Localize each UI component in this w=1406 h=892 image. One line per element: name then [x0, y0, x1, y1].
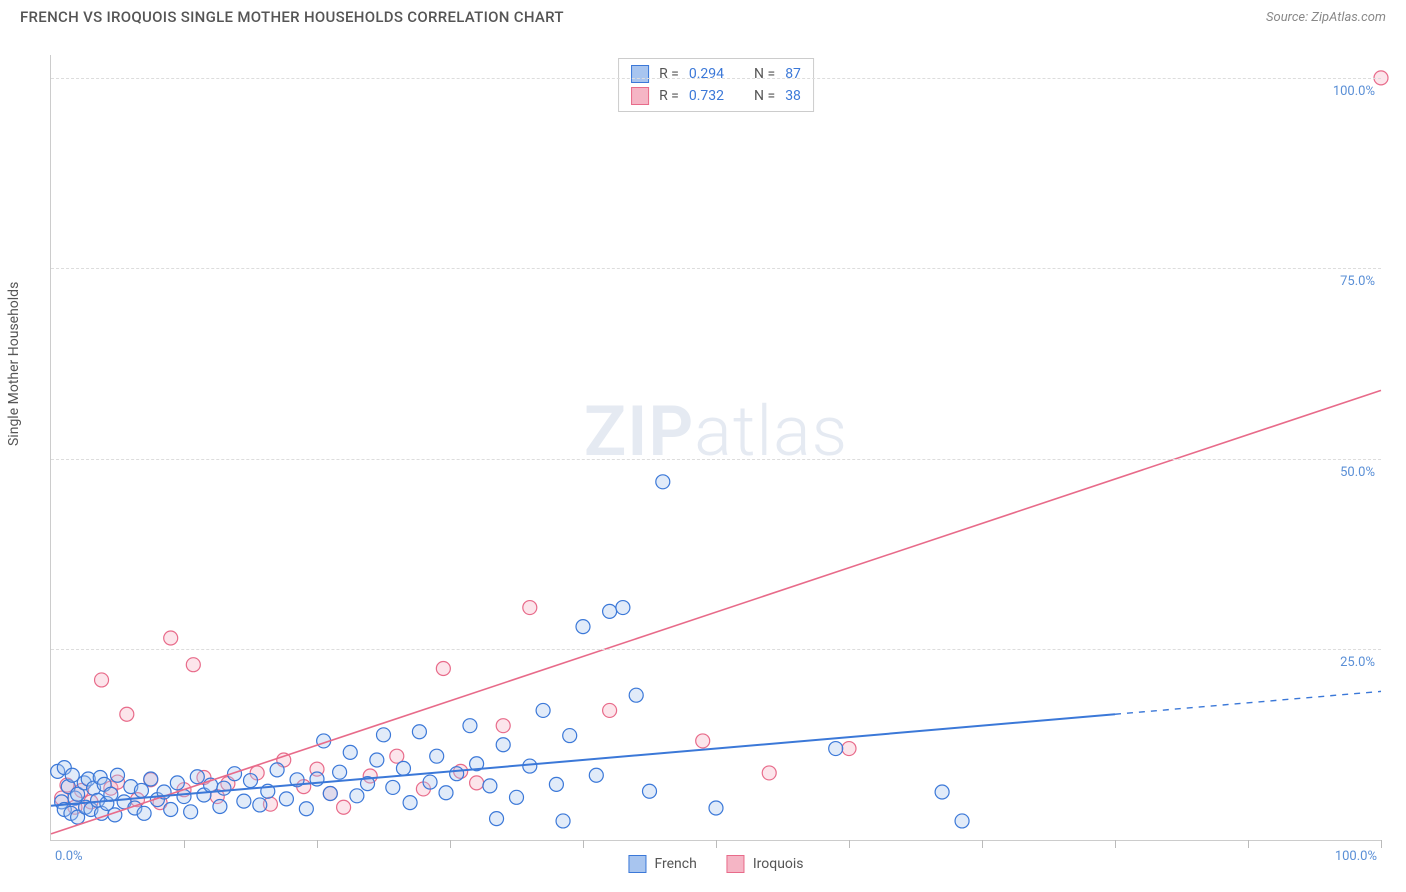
y-tick-label: 100.0%: [1333, 84, 1375, 99]
x-label-left: 0.0%: [55, 849, 83, 864]
x-tick: [317, 840, 318, 848]
legend-item-iroquois: Iroquois: [727, 855, 804, 873]
x-tick: [1115, 840, 1116, 848]
x-tick: [982, 840, 983, 848]
x-tick: [1248, 840, 1249, 848]
chart-title: FRENCH VS IROQUOIS SINGLE MOTHER HOUSEHO…: [20, 8, 564, 26]
x-tick: [450, 840, 451, 848]
x-tick: [583, 840, 584, 848]
source-label: Source: ZipAtlas.com: [1266, 10, 1386, 25]
y-axis-title: Single Mother Households: [6, 282, 22, 446]
grid-line: [51, 459, 1381, 460]
grid-line: [51, 268, 1381, 269]
legend-swatch-french-bottom: [628, 855, 646, 873]
x-label-right: 100.0%: [1335, 849, 1377, 864]
grid-line: [51, 78, 1381, 79]
y-tick-label: 50.0%: [1340, 465, 1375, 480]
y-tick-label: 75.0%: [1340, 274, 1375, 289]
x-tick: [184, 840, 185, 848]
series-legend: French Iroquois: [628, 855, 803, 873]
legend-swatch-iroquois-bottom: [727, 855, 745, 873]
chart-plot-area: ZIPatlas R = 0.294 N = 87 R = 0.732 N = …: [50, 55, 1381, 841]
x-tick: [849, 840, 850, 848]
legend-item-french: French: [628, 855, 696, 873]
x-tick: [716, 840, 717, 848]
scatter-svg: [51, 55, 1381, 840]
x-tick: [1381, 840, 1382, 848]
grid-line: [51, 649, 1381, 650]
y-tick-label: 25.0%: [1340, 655, 1375, 670]
